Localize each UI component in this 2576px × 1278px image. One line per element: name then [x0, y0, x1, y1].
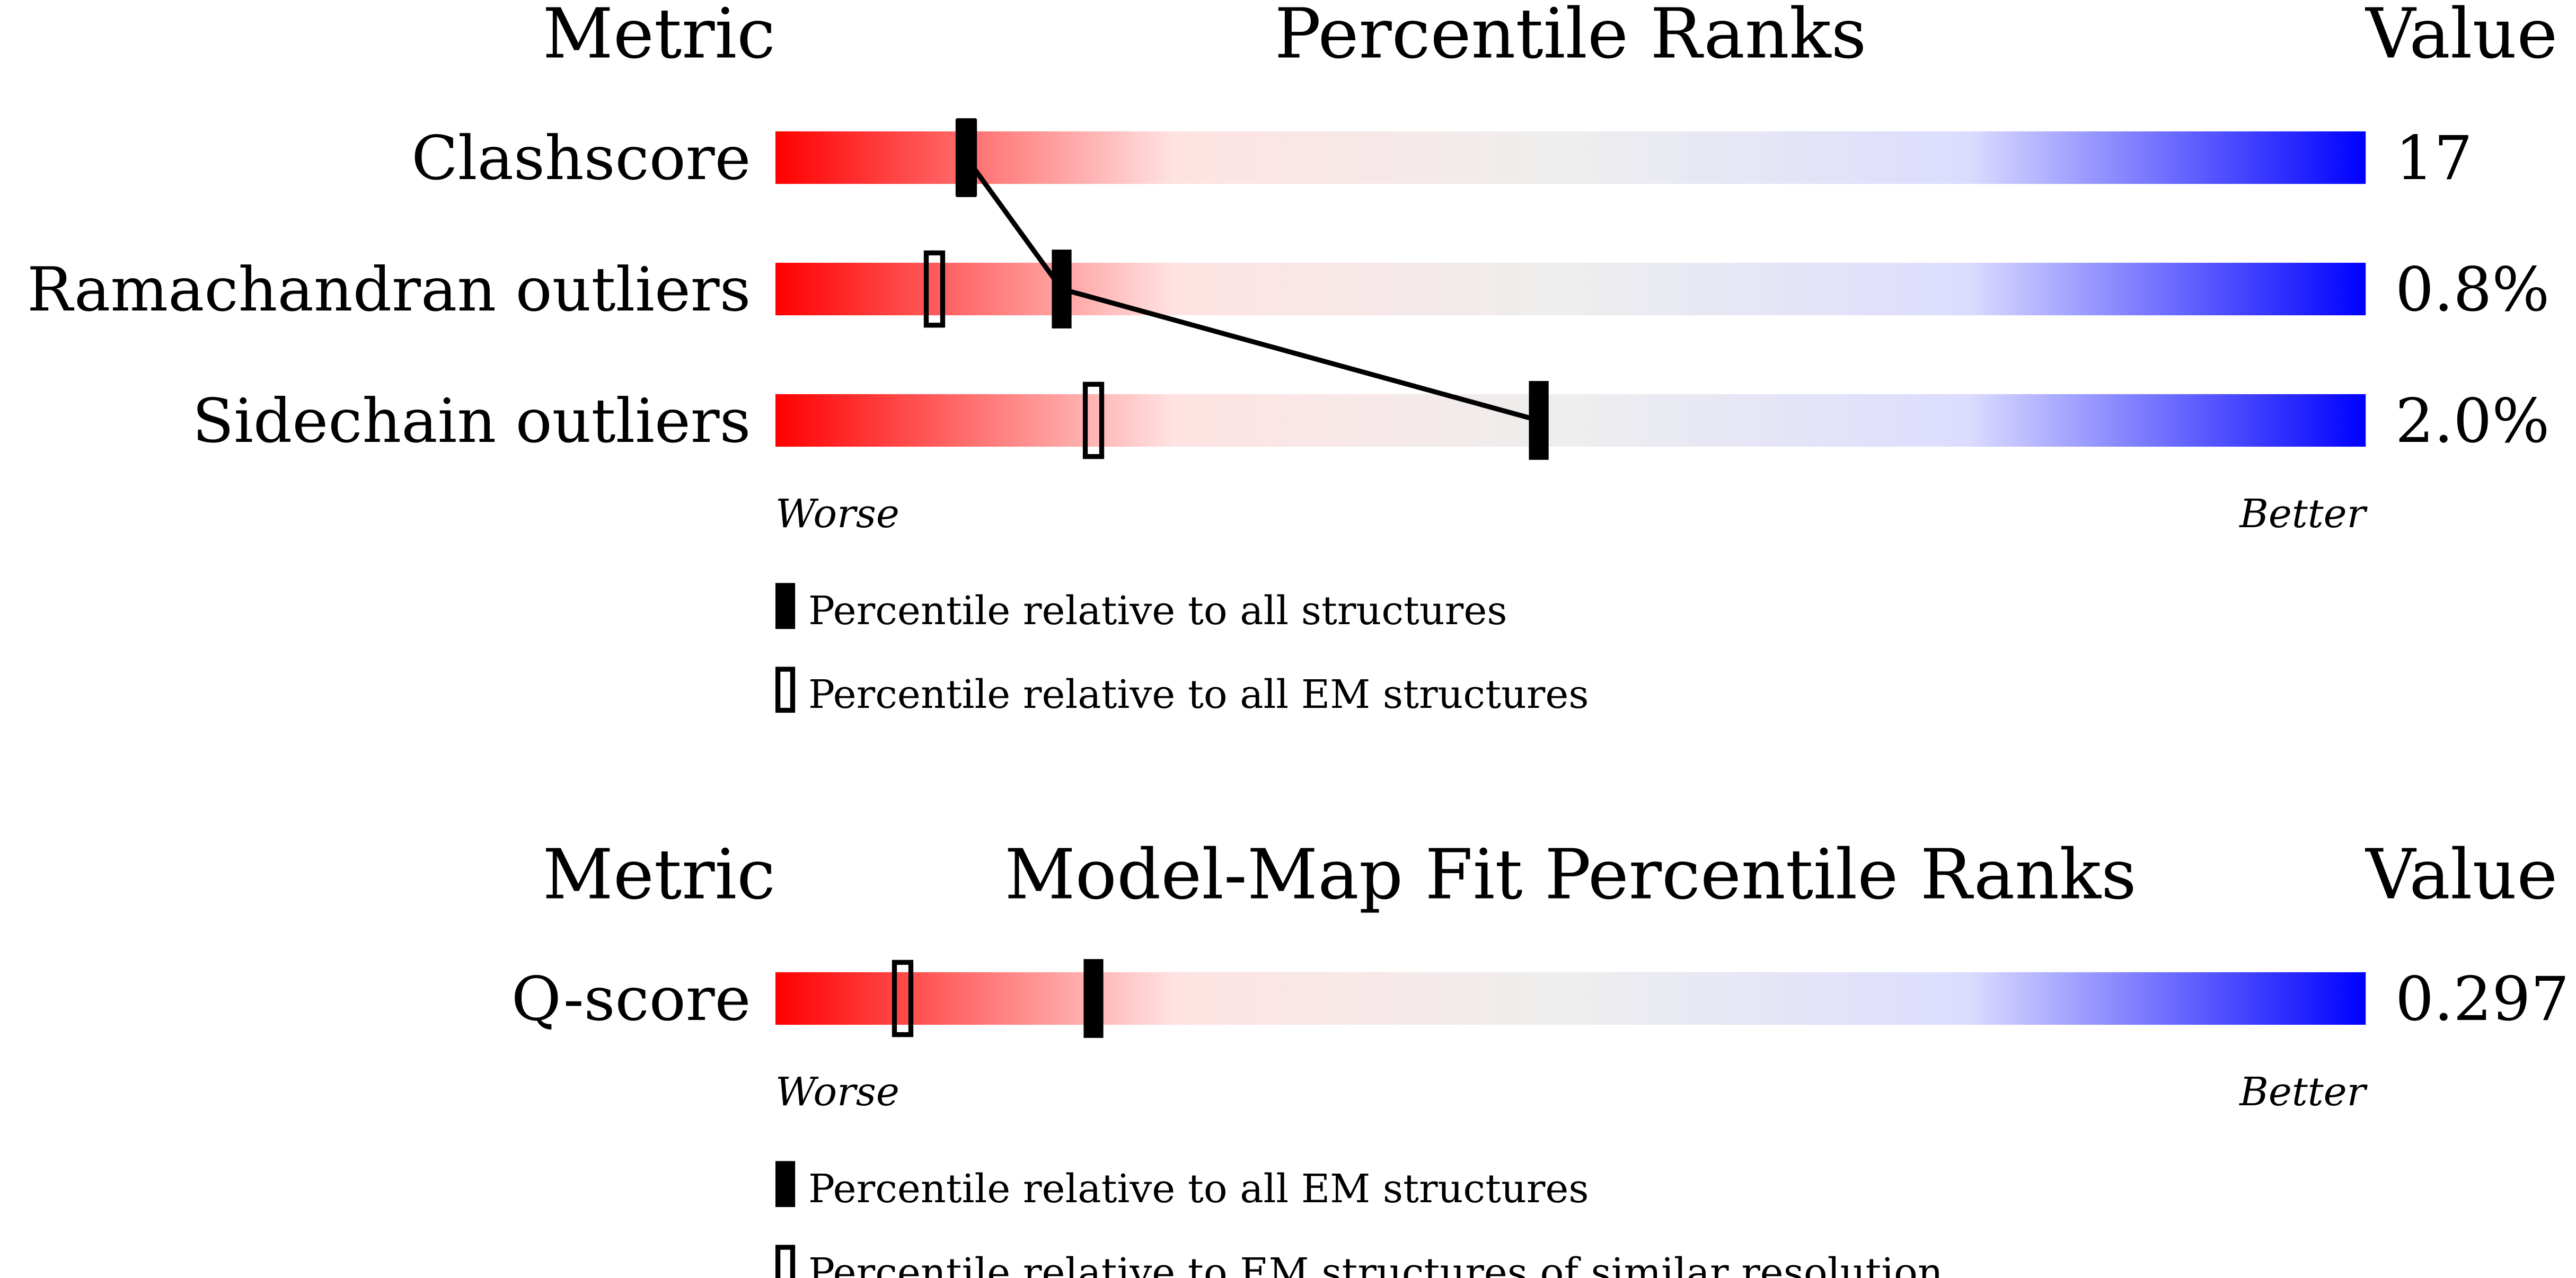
legend-swatch [775, 667, 796, 713]
metric-value: 0.297 [2395, 964, 2569, 1035]
metric-value: 0.8% [2395, 255, 2549, 325]
axis-better: Better [2238, 1069, 2368, 1115]
percentile-bar [775, 262, 2366, 316]
marker-all [1083, 959, 1104, 1038]
header-value: Value [2365, 834, 2557, 915]
legend-label: Percentile relative to all EM structures [808, 671, 1589, 717]
marker-em [923, 250, 946, 328]
legend-label: Percentile relative to EM structures of … [808, 1249, 1943, 1278]
axis-worse: Worse [775, 491, 899, 537]
metric-label: Clashscore [411, 123, 751, 194]
percentile-bar [775, 131, 2366, 184]
marker-all [1529, 381, 1549, 460]
marker-all [956, 118, 976, 197]
metric-value: 2.0% [2395, 386, 2549, 457]
marker-all [1052, 250, 1072, 329]
legend-swatch [775, 1245, 796, 1278]
header-metric: Metric [543, 834, 775, 915]
metric-value: 17 [2395, 123, 2473, 194]
header-ranks: Model-Map Fit Percentile Ranks [1004, 834, 2137, 915]
legend-swatch [775, 583, 796, 629]
legend-swatch [775, 1161, 796, 1208]
percentile-bar [775, 972, 2366, 1025]
axis-better: Better [2238, 491, 2368, 537]
legend-label: Percentile relative to all EM structures [808, 1166, 1589, 1212]
metric-label: Sidechain outliers [192, 386, 751, 457]
marker-em [892, 960, 914, 1037]
header-ranks: Percentile Ranks [1275, 0, 1867, 74]
metric-label: Q-score [511, 964, 751, 1035]
axis-worse: Worse [775, 1069, 899, 1115]
header-metric: Metric [543, 0, 775, 74]
legend-label: Percentile relative to all structures [808, 588, 1507, 634]
metric-label: Ramachandran outliers [27, 255, 751, 325]
marker-em [1082, 381, 1105, 459]
header-value: Value [2365, 0, 2557, 74]
percentile-bar [775, 394, 2366, 447]
